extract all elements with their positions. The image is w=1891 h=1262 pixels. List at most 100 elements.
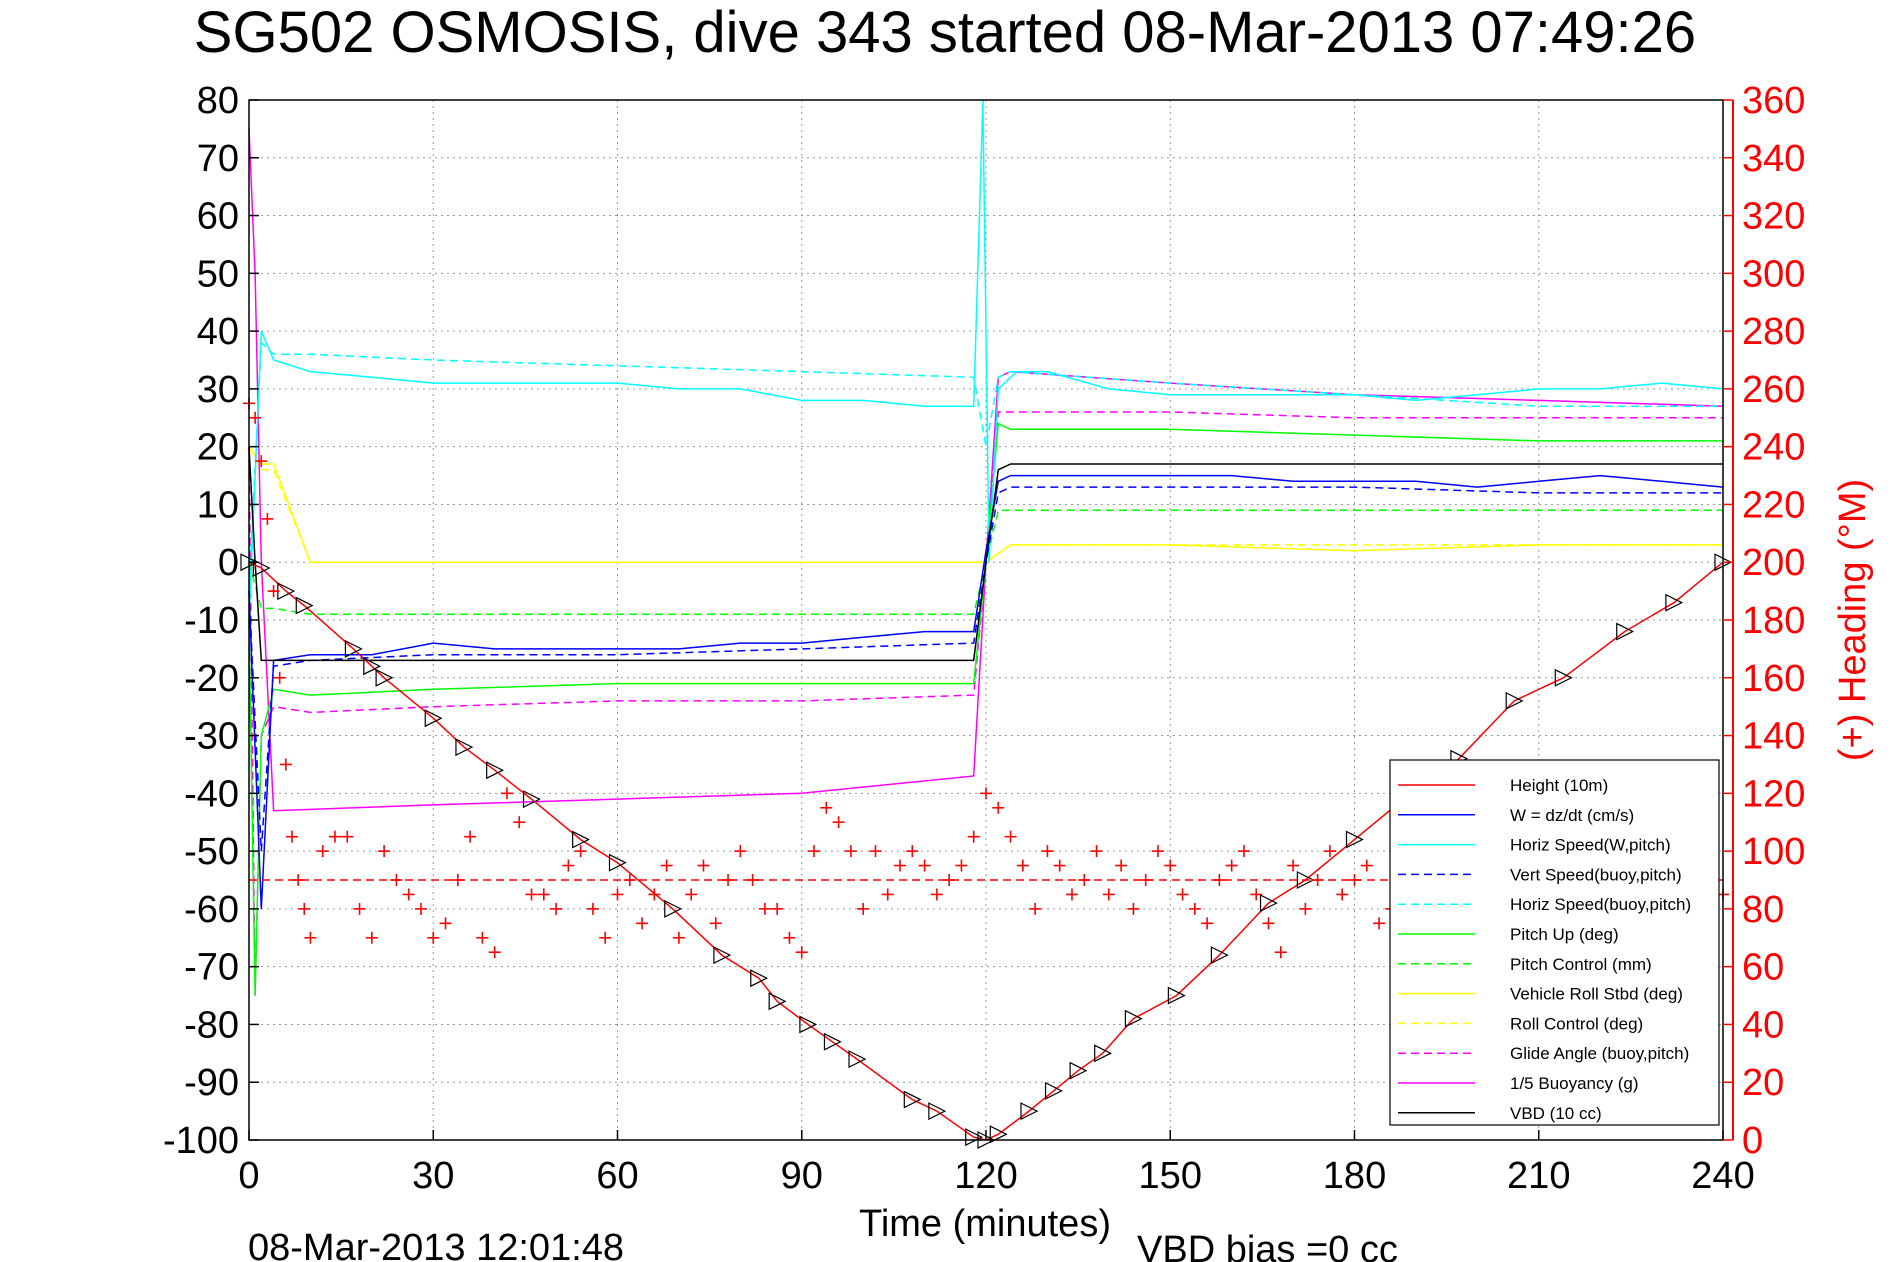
heading-point [746,874,759,886]
heading-point [500,787,513,800]
y-tick-label: -20 [184,658,239,700]
heading-point [414,902,427,915]
heading-point [353,902,366,915]
height-marker [664,899,683,918]
height-marker [1167,986,1186,1005]
right-y-tick-label: 240 [1742,427,1805,469]
heading-point [783,931,796,944]
y-tick-label: -90 [184,1062,239,1104]
right-y-axis-label: (+) Heading (°M) [1832,479,1874,761]
y-tick-label: -60 [184,889,239,931]
right-y-tick-label: 0 [1742,1120,1763,1162]
series-1-5-buoyancy-g [248,128,1724,812]
legend-label: VBD (10 cc) [1510,1104,1602,1123]
legend-entry: VBD (10 cc) [1398,1104,1602,1123]
height-marker [928,1102,947,1121]
heading-point [550,902,563,915]
heading-point [1336,888,1349,901]
x-tick-label: 240 [1691,1155,1754,1197]
heading-point [1237,845,1250,858]
x-tick-label: 180 [1323,1155,1386,1197]
right-y-tick-label: 140 [1742,716,1805,758]
heading-point [808,845,821,858]
heading-point [292,874,305,886]
heading-point [1004,830,1017,843]
heading-point [1225,859,1238,872]
y-tick-label: 80 [197,80,239,122]
heading-point [894,859,907,872]
legend-label: Horiz Speed(W,pitch) [1510,836,1671,855]
x-tick-label: 0 [238,1155,259,1197]
heading-point [599,931,612,944]
y-tick-label: 10 [197,484,239,526]
legend-entry: Height (10m) [1398,776,1608,795]
heading-point [1041,845,1054,858]
right-y-tick-label: 100 [1742,831,1805,873]
height-marker [295,596,314,615]
right-y-tick-label: 80 [1742,889,1784,931]
right-y-tick-label: 200 [1742,542,1805,584]
heading-point [285,830,298,843]
right-y-tick-label: 180 [1742,600,1805,642]
legend-label: Glide Angle (buoy,pitch) [1510,1044,1689,1063]
y-tick-label: -50 [184,831,239,873]
right-y-tick-label: 280 [1742,311,1805,353]
right-y-tick-label: 60 [1742,947,1784,989]
y-tick-label: 0 [218,542,239,584]
height-marker [965,1128,984,1147]
heading-point [881,888,894,901]
legend-entry: 1/5 Buoyancy (g) [1398,1074,1639,1093]
height-marker [768,992,787,1011]
heading-point [279,758,292,771]
y-tick-label: -70 [184,947,239,989]
heading-point [980,787,992,800]
legend-entry: Pitch Up (deg) [1398,925,1619,944]
heading-point [1373,917,1386,930]
heading-point [1053,859,1066,872]
heading-point [1360,859,1373,872]
height-marker [848,1050,867,1069]
height-marker [363,657,382,676]
heading-point [1274,946,1287,959]
heading-point [1188,902,1201,915]
legend-entry: Pitch Control (mm) [1398,955,1652,974]
height-marker [1296,871,1315,889]
heading-point [844,845,857,858]
heading-point [832,816,845,829]
heading-point [562,859,575,872]
heading-point [273,671,286,684]
heading-point [1102,888,1115,901]
heading-point [304,931,317,944]
heading-point [298,902,311,915]
heading-point [697,859,710,872]
height-marker [713,946,732,965]
x-tick-label: 210 [1507,1155,1570,1197]
heading-point [316,845,329,858]
height-marker [1094,1044,1113,1063]
height-marker [1020,1102,1039,1121]
heading-point [685,888,698,901]
series-roll-control-deg [248,446,1723,563]
right-y-tick-label: 340 [1742,138,1805,180]
heading-point [249,411,262,424]
heading-point [1213,874,1226,886]
y-tick-label: -10 [184,600,239,642]
height-marker [1345,830,1364,849]
y-tick-label: 70 [197,138,239,180]
y-tick-label: -80 [184,1004,239,1046]
heading-point [1016,859,1029,872]
legend-label: Horiz Speed(buoy,pitch) [1510,895,1691,914]
right-y-tick-label: 160 [1742,658,1805,700]
heading-point [1029,902,1042,915]
heading-point [660,859,673,872]
legend-entry: Horiz Speed(buoy,pitch) [1398,895,1691,914]
right-y-tick-label: 120 [1742,773,1805,815]
legend-entry: W = dz/dt (cm/s) [1398,806,1634,825]
heading-point [525,888,538,901]
heading-point [451,874,464,886]
legend-entries: Height (10m) W = dz/dt (cm/s) Horiz Speed(… [1398,776,1691,1123]
heading-point [378,845,391,858]
heading-point [402,888,415,901]
heading-point [611,888,624,901]
legend-entry: Vehicle Roll Stbd (deg) [1398,985,1683,1004]
